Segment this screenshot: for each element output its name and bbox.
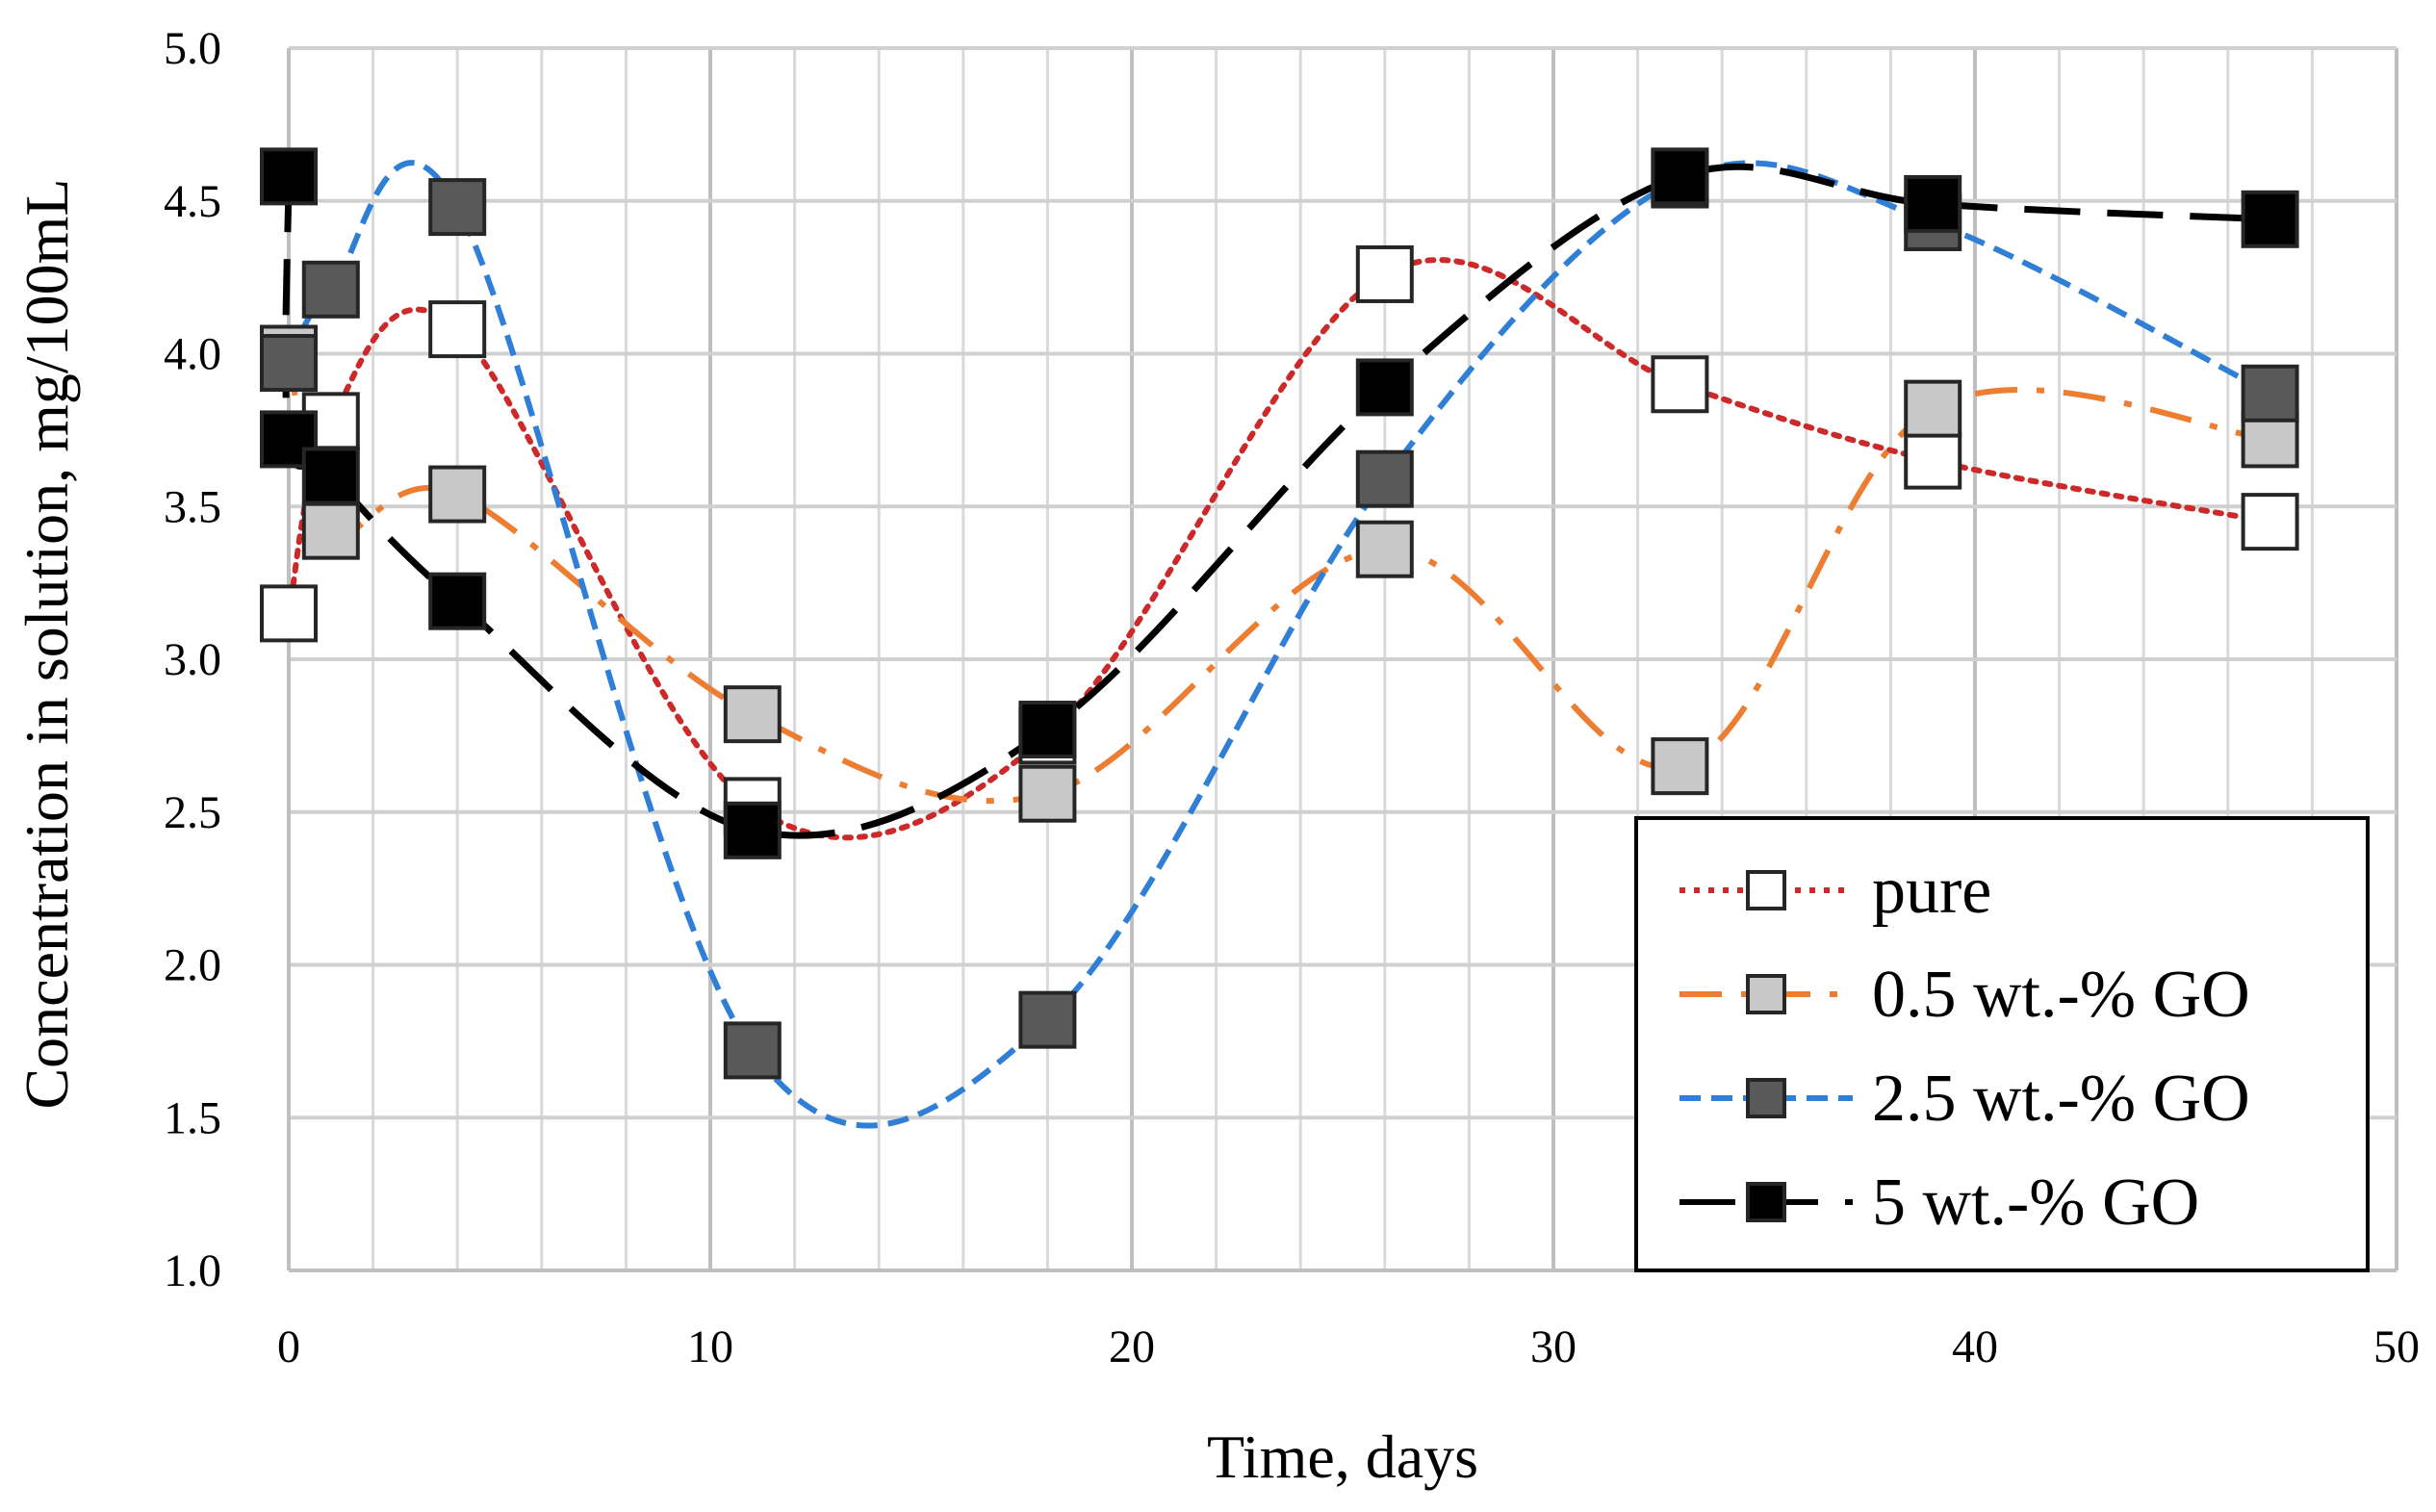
x-tick-label: 40: [1952, 1321, 1998, 1372]
x-tick-label: 0: [277, 1321, 300, 1372]
data-point-series-2: [1018, 990, 1077, 1049]
data-point-series-1: [1904, 379, 1962, 438]
y-tick-label: 4.5: [164, 176, 221, 227]
y-tick-label: 2.5: [164, 787, 221, 838]
data-point-series-3: [260, 410, 318, 469]
legend-marker-2: [1746, 1078, 1786, 1118]
data-point-series-3: [260, 147, 318, 206]
y-tick-label: 3.5: [164, 481, 221, 532]
data-point-series-2: [1355, 449, 1414, 508]
data-point-series-1: [1018, 764, 1077, 823]
data-point-series-2: [428, 178, 487, 237]
data-point-series-3: [1355, 358, 1414, 417]
data-point-series-0: [1355, 244, 1414, 303]
tick-labels: 0 10 20 30 40 50 1.0 1.5 2.0 2.5 3.0 3.5 4.0 4.5 5.0: [164, 23, 2420, 1372]
y-tick-label: 2.0: [164, 940, 221, 991]
data-point-series-3: [1651, 147, 1709, 206]
data-point-series-1: [301, 501, 360, 560]
data-point-series-0: [1651, 355, 1709, 414]
data-point-series-0: [428, 300, 487, 359]
x-tick-label: 20: [1109, 1321, 1155, 1372]
legend-label-0: pure: [1872, 854, 1991, 928]
y-tick-label: 1.0: [164, 1245, 221, 1296]
data-point-series-0: [1904, 431, 1962, 490]
data-point-series-2: [723, 1021, 782, 1080]
y-tick-label: 3.0: [164, 634, 221, 685]
data-point-series-3: [1018, 701, 1077, 759]
legend-marker-3: [1746, 1182, 1786, 1222]
data-point-series-3: [428, 572, 487, 630]
legend-label-3: 5 wt.-% GO: [1872, 1166, 2199, 1240]
legend-marker-1: [1746, 974, 1786, 1014]
legend-marker-0: [1746, 870, 1786, 910]
legend: pure 0.5 wt.-% GO 2.5 wt.-% GO 5 wt.-% GO: [1634, 816, 2370, 1272]
data-point-series-1: [1355, 520, 1414, 578]
data-point-series-2: [2241, 364, 2299, 423]
data-point-series-3: [1904, 174, 1962, 233]
y-tick-label: 1.5: [164, 1092, 221, 1143]
legend-label-1: 0.5 wt.-% GO: [1872, 958, 2250, 1032]
data-point-series-3: [2241, 190, 2299, 248]
data-point-series-3: [723, 801, 782, 859]
x-tick-label: 10: [687, 1321, 733, 1372]
x-axis-title: Time, days: [1207, 1422, 1478, 1491]
series-line-1: [286, 352, 2270, 805]
data-point-series-1: [1651, 737, 1709, 796]
data-point-series-1: [428, 465, 487, 524]
data-point-series-2: [260, 334, 318, 393]
data-point-series-0: [2241, 493, 2299, 551]
series-markers: [260, 147, 2299, 1080]
data-point-series-3: [301, 447, 360, 505]
series-line-3: [282, 163, 2270, 839]
data-point-series-2: [301, 260, 360, 319]
data-point-series-0: [260, 584, 318, 643]
y-tick-label: 5.0: [164, 23, 221, 74]
legend-label-2: 2.5 wt.-% GO: [1872, 1062, 2250, 1136]
data-point-series-1: [723, 685, 782, 744]
y-tick-label: 4.0: [164, 329, 221, 380]
x-tick-label: 30: [1530, 1321, 1577, 1372]
y-axis-title: Concentration in solution, mg/100mL: [13, 178, 81, 1109]
x-tick-label: 50: [2373, 1321, 2420, 1372]
